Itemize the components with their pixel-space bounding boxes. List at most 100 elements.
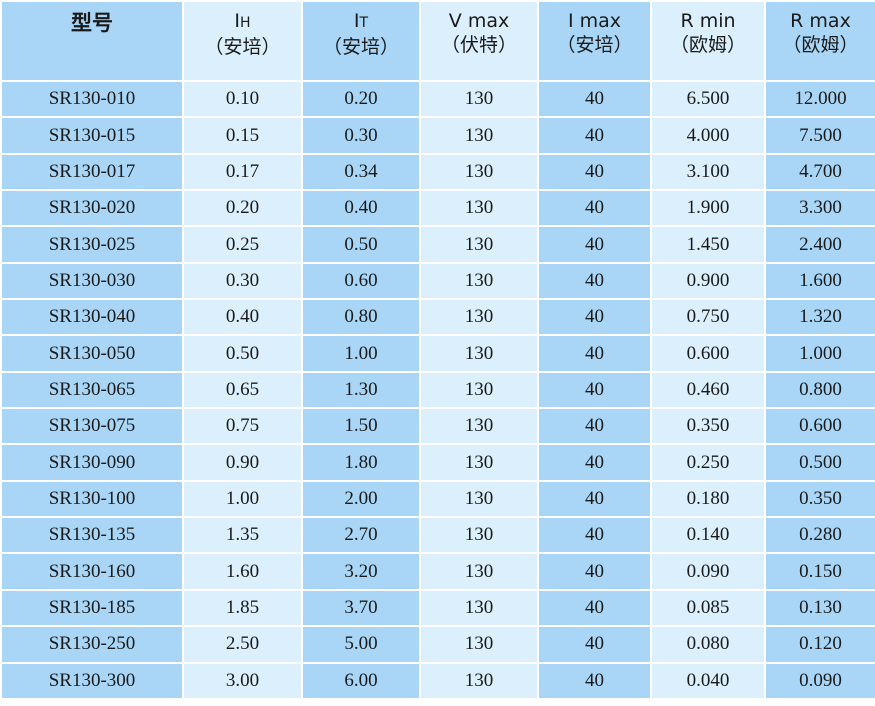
- cell-ih: 1.85: [182, 588, 303, 628]
- table-row: SR130-250 2.50 5.00 130 40 0.080 0.120: [0, 625, 875, 664]
- cell-imax: 40: [537, 661, 652, 700]
- header-imax-unit: （安培）: [556, 34, 633, 56]
- table-row: SR130-050 0.50 1.00 130 40 0.600 1.000: [0, 334, 875, 373]
- header-rmax-label: R max: [790, 10, 851, 32]
- cell-model: SR130-065: [0, 370, 184, 410]
- cell-vmax: 130: [419, 334, 539, 373]
- header-model: 型号: [0, 0, 184, 82]
- cell-it: 1.80: [301, 443, 421, 482]
- cell-model: SR130-185: [0, 588, 184, 628]
- cell-it: 3.20: [301, 552, 421, 591]
- cell-rmin: 1.900: [650, 189, 766, 228]
- cell-rmin: 6.500: [650, 79, 766, 119]
- cell-rmax: 1.320: [764, 298, 875, 337]
- cell-rmin: 3.100: [650, 152, 766, 192]
- header-rmax: R max （欧姆）: [764, 0, 875, 82]
- header-row: 型号 IH （安培） IT （安培） V max （伏特） I max （安培）…: [0, 0, 875, 82]
- cell-rmax: 12.000: [764, 79, 875, 119]
- cell-it: 1.50: [301, 407, 421, 446]
- cell-imax: 40: [537, 516, 652, 555]
- header-it: IT （安培）: [301, 0, 421, 82]
- cell-rmin: 0.085: [650, 588, 766, 628]
- cell-it: 0.34: [301, 152, 421, 192]
- cell-rmin: 0.250: [650, 443, 766, 482]
- cell-ih: 0.50: [182, 334, 303, 373]
- cell-rmax: 0.280: [764, 516, 875, 555]
- header-vmax-unit: （伏特）: [440, 34, 517, 56]
- cell-ih: 0.20: [182, 189, 303, 228]
- cell-rmin: 0.040: [650, 661, 766, 700]
- cell-it: 1.00: [301, 334, 421, 373]
- header-it-subscript: T: [359, 15, 369, 31]
- table-row: SR130-025 0.25 0.50 130 40 1.450 2.400: [0, 225, 875, 264]
- table-row: SR130-030 0.30 0.60 130 40 0.900 1.600: [0, 261, 875, 301]
- cell-rmax: 0.500: [764, 443, 875, 482]
- cell-vmax: 130: [419, 370, 539, 410]
- cell-imax: 40: [537, 552, 652, 591]
- cell-it: 0.50: [301, 225, 421, 264]
- table-row: SR130-040 0.40 0.80 130 40 0.750 1.320: [0, 298, 875, 337]
- cell-rmin: 1.450: [650, 225, 766, 264]
- cell-model: SR130-100: [0, 479, 184, 519]
- header-imax: I max （安培）: [537, 0, 652, 82]
- cell-rmax: 1.000: [764, 334, 875, 373]
- cell-rmax: 0.600: [764, 407, 875, 446]
- cell-imax: 40: [537, 407, 652, 446]
- header-ih: IH （安培）: [182, 0, 303, 82]
- cell-imax: 40: [537, 443, 652, 482]
- cell-model: SR130-050: [0, 334, 184, 373]
- cell-model: SR130-025: [0, 225, 184, 264]
- cell-rmax: 0.120: [764, 625, 875, 664]
- cell-it: 6.00: [301, 661, 421, 700]
- cell-it: 2.70: [301, 516, 421, 555]
- table-row: SR130-185 1.85 3.70 130 40 0.085 0.130: [0, 588, 875, 628]
- cell-rmin: 0.900: [650, 261, 766, 301]
- cell-it: 2.00: [301, 479, 421, 519]
- header-model-label: 型号: [71, 11, 113, 35]
- cell-vmax: 130: [419, 588, 539, 628]
- cell-rmin: 4.000: [650, 116, 766, 155]
- cell-model: SR130-020: [0, 189, 184, 228]
- cell-model: SR130-030: [0, 261, 184, 301]
- cell-model: SR130-017: [0, 152, 184, 192]
- cell-it: 0.30: [301, 116, 421, 155]
- table-body: SR130-010 0.10 0.20 130 40 6.500 12.000 SR130-0…: [0, 79, 875, 700]
- cell-imax: 40: [537, 334, 652, 373]
- cell-it: 0.80: [301, 298, 421, 337]
- cell-model: SR130-160: [0, 552, 184, 591]
- cell-imax: 40: [537, 116, 652, 155]
- cell-ih: 0.90: [182, 443, 303, 482]
- cell-ih: 0.10: [182, 79, 303, 119]
- cell-imax: 40: [537, 479, 652, 519]
- cell-model: SR130-300: [0, 661, 184, 700]
- cell-model: SR130-040: [0, 298, 184, 337]
- cell-vmax: 130: [419, 261, 539, 301]
- cell-imax: 40: [537, 625, 652, 664]
- cell-vmax: 130: [419, 552, 539, 591]
- cell-rmax: 3.300: [764, 189, 875, 228]
- table-row: SR130-015 0.15 0.30 130 40 4.000 7.500: [0, 116, 875, 155]
- cell-ih: 0.15: [182, 116, 303, 155]
- cell-rmin: 0.600: [650, 334, 766, 373]
- cell-imax: 40: [537, 152, 652, 192]
- header-it-symbol: I: [353, 10, 360, 32]
- header-ih-subscript: H: [240, 15, 251, 31]
- cell-vmax: 130: [419, 298, 539, 337]
- table-row: SR130-160 1.60 3.20 130 40 0.090 0.150: [0, 552, 875, 591]
- cell-ih: 0.65: [182, 370, 303, 410]
- table-row: SR130-100 1.00 2.00 130 40 0.180 0.350: [0, 479, 875, 519]
- cell-imax: 40: [537, 588, 652, 628]
- cell-rmax: 4.700: [764, 152, 875, 192]
- cell-it: 0.20: [301, 79, 421, 119]
- cell-rmin: 0.180: [650, 479, 766, 519]
- table-row: SR130-075 0.75 1.50 130 40 0.350 0.600: [0, 407, 875, 446]
- cell-it: 0.60: [301, 261, 421, 301]
- table-row: SR130-020 0.20 0.40 130 40 1.900 3.300: [0, 189, 875, 228]
- header-rmin-label: R min: [680, 10, 736, 32]
- cell-imax: 40: [537, 261, 652, 301]
- cell-ih: 0.17: [182, 152, 303, 192]
- cell-rmax: 2.400: [764, 225, 875, 264]
- header-rmin: R min （欧姆）: [650, 0, 766, 82]
- cell-rmax: 0.800: [764, 370, 875, 410]
